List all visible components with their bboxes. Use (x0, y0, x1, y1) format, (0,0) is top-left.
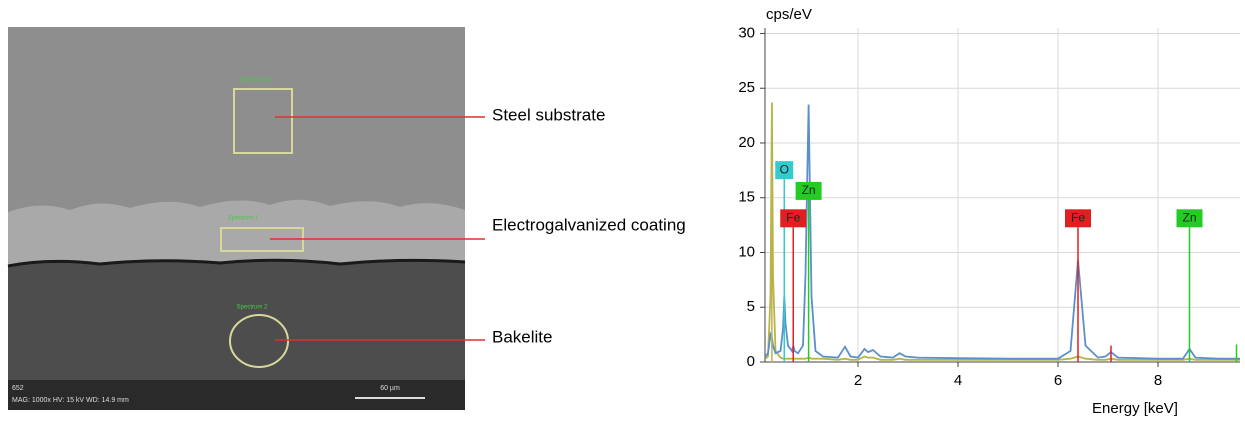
y-tick-label: 25 (738, 79, 755, 96)
bakelite (8, 260, 465, 380)
layer-label: Electrogalvanized coating (492, 215, 686, 234)
peak-label: Fe (786, 210, 800, 224)
x-tick-label: 4 (954, 372, 962, 389)
region-label: Spectrum 2 (237, 305, 268, 311)
x-axis-label: Energy [keV] (1092, 400, 1178, 417)
x-tick-label: 8 (1154, 372, 1162, 389)
peak-label: Zn (1182, 210, 1196, 224)
sem-panel: 652 MAG: 1000x HV: 15 kV WD: 14.9 mm 60 … (8, 27, 686, 410)
info-id: 652 (12, 385, 24, 392)
peak-label: O (780, 162, 789, 176)
y-tick-label: 30 (738, 24, 755, 41)
x-tick-label: 6 (1054, 372, 1062, 389)
region-label: Spectrum 1 (228, 216, 259, 222)
peak-label: Fe (1071, 210, 1085, 224)
scale-label: 60 µm (380, 385, 400, 392)
region-label: Spectrum 3 (241, 78, 272, 84)
y-tick-label: 0 (747, 353, 755, 370)
peak-label: Zn (802, 183, 816, 197)
y-axis-label: cps/eV (766, 6, 812, 23)
spectrum-line (766, 103, 1241, 360)
y-tick-label: 10 (738, 243, 755, 260)
info-text: MAG: 1000x HV: 15 kV WD: 14.9 mm (12, 397, 129, 404)
y-tick-label: 15 (738, 189, 755, 206)
x-tick-label: 2 (854, 372, 862, 389)
layer-label: Bakelite (492, 327, 552, 346)
y-tick-label: 20 (738, 134, 755, 151)
figure: 652 MAG: 1000x HV: 15 kV WD: 14.9 mm 60 … (0, 0, 1245, 420)
y-tick-label: 5 (747, 298, 755, 315)
layer-label: Steel substrate (492, 105, 605, 124)
